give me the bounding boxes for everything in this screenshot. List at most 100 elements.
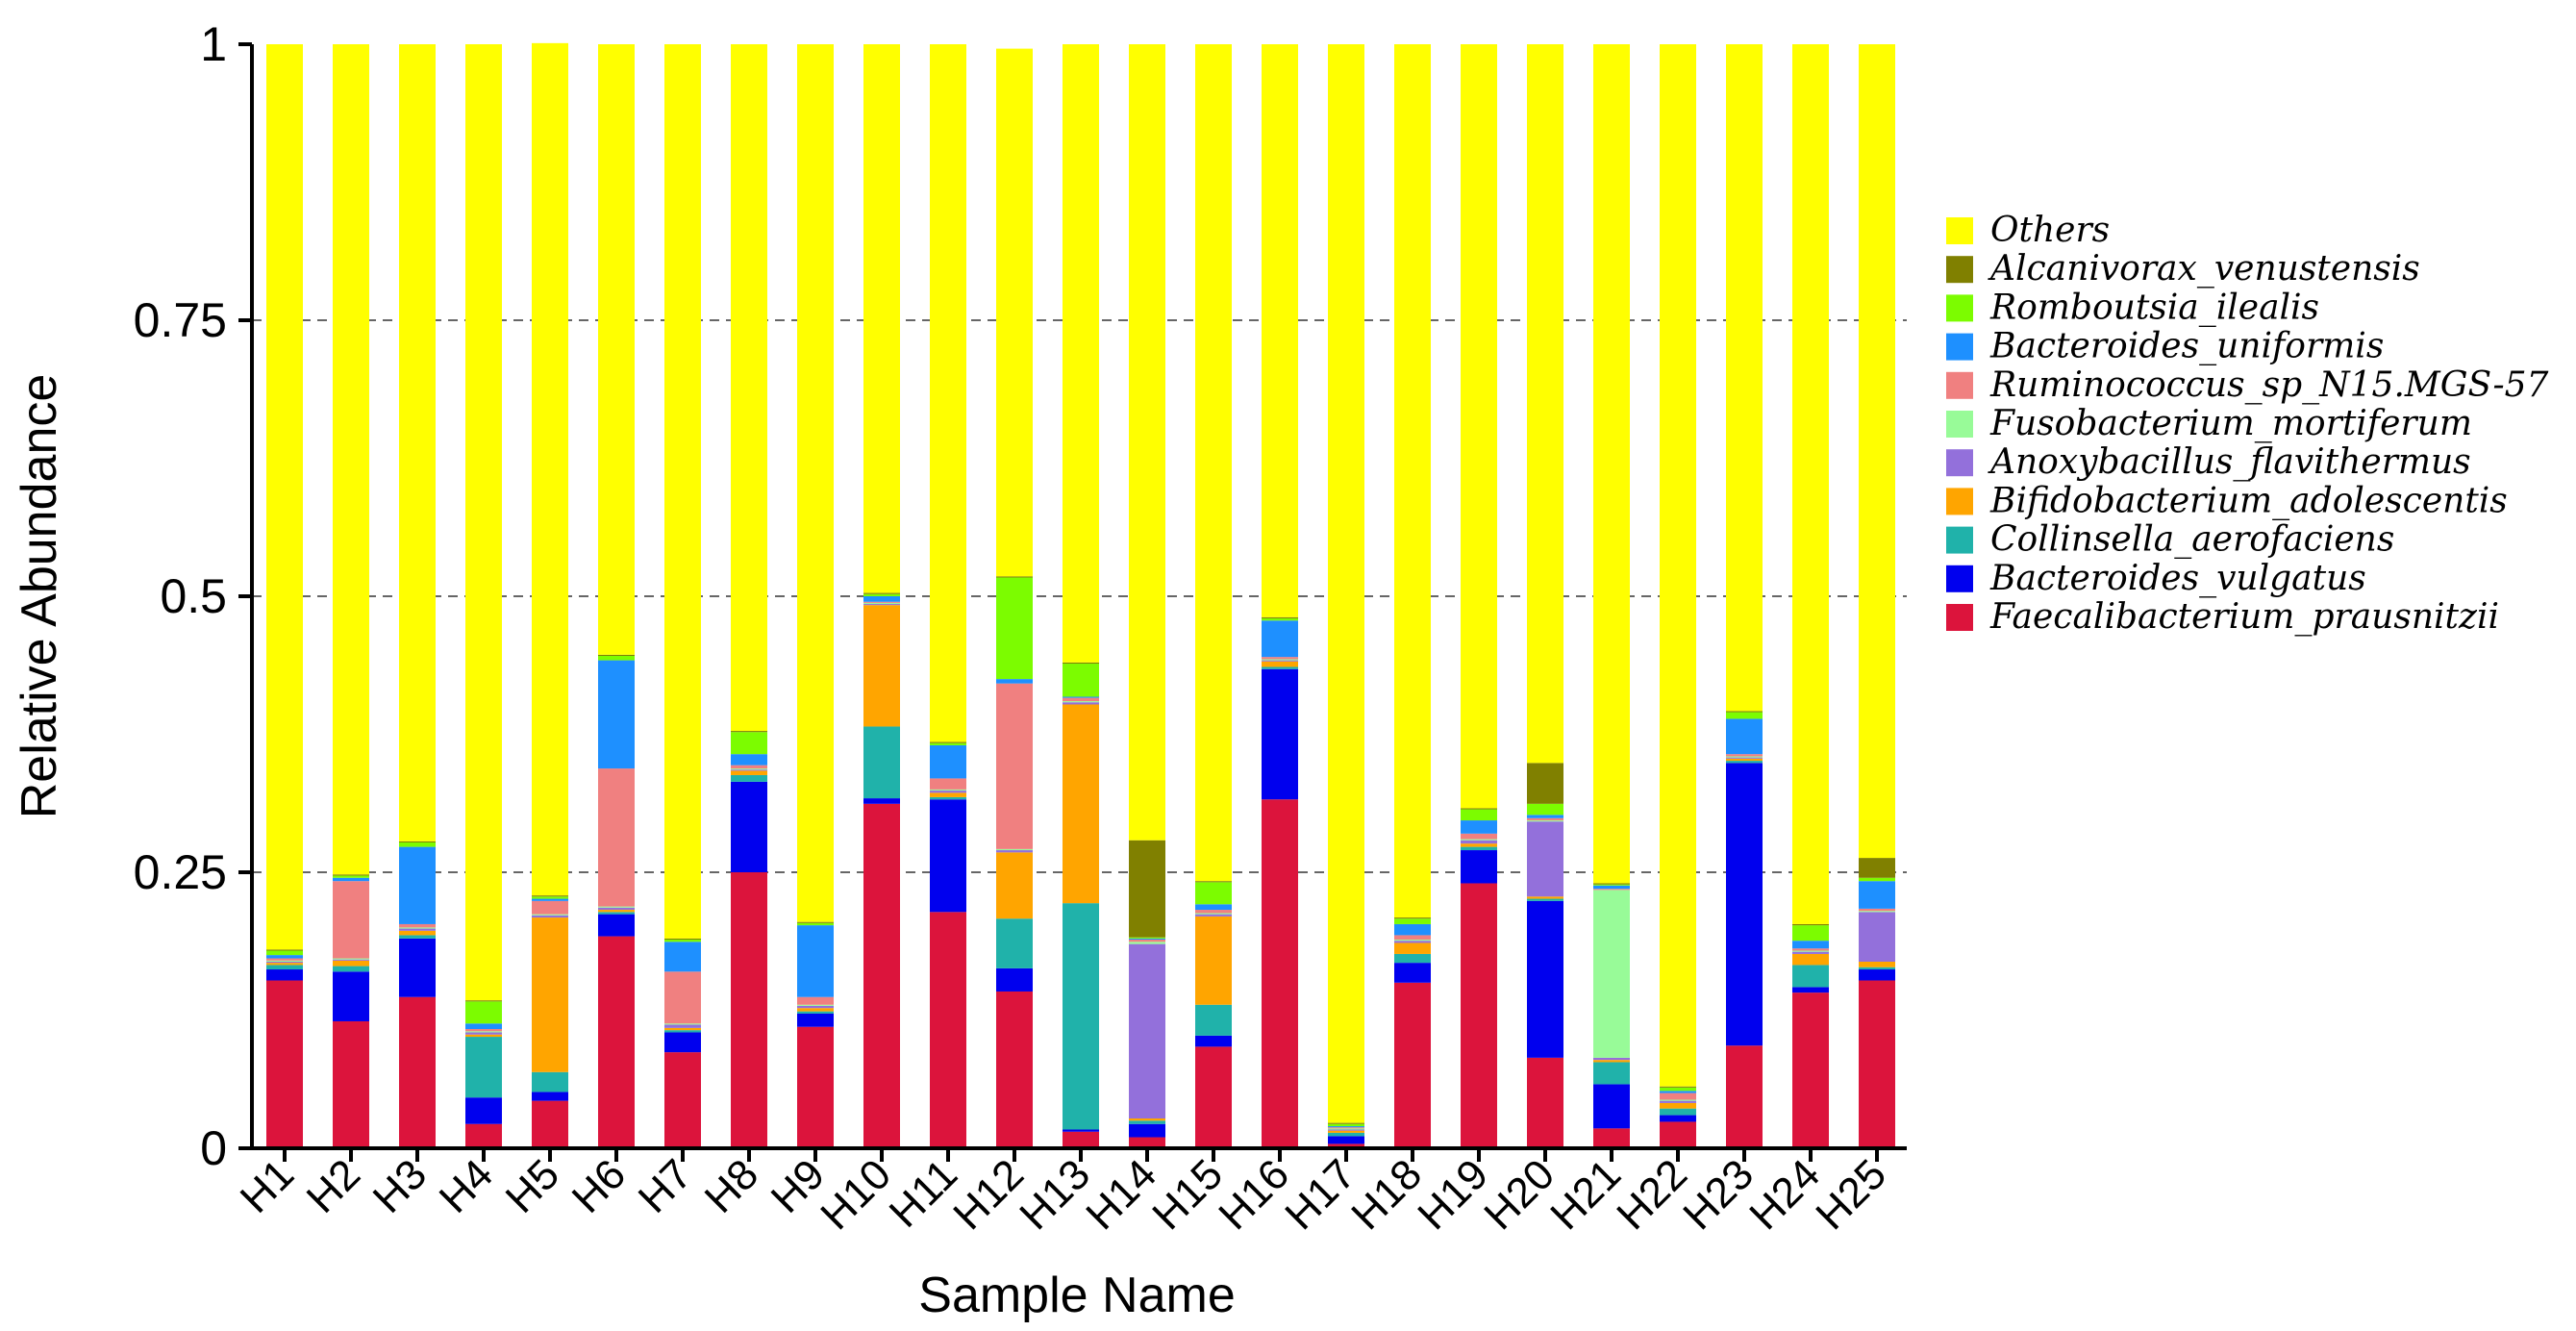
bar-segment <box>1461 44 1497 809</box>
bar-segment <box>1593 1057 1630 1061</box>
bar-segment <box>1792 992 1829 1148</box>
bar-segment <box>1792 948 1829 951</box>
bar-segment <box>1195 1046 1232 1148</box>
bar-segment <box>664 942 701 972</box>
bar-segment <box>930 744 966 779</box>
bars <box>266 42 1895 1148</box>
bar-segment <box>598 768 635 907</box>
bar-segment <box>996 991 1033 1148</box>
bar-segment <box>1859 877 1895 882</box>
bar-segment <box>1859 980 1895 1148</box>
bar-segment <box>333 44 369 875</box>
x-tick-label: H16 <box>1210 1150 1298 1239</box>
bar-segment <box>1129 943 1165 1119</box>
bar-segment <box>399 841 436 843</box>
y-axis-title: Relative Abundance <box>12 374 67 819</box>
bar-segment <box>1859 858 1895 878</box>
legend-swatch <box>1946 333 1973 361</box>
bar-segment <box>465 1000 502 1002</box>
bar-segment <box>399 846 436 924</box>
bar-segment <box>1394 44 1431 918</box>
bar-segment <box>1527 900 1563 1058</box>
bar-segment <box>996 48 1033 577</box>
bar-segment <box>532 898 568 901</box>
bar-segment <box>1461 809 1497 821</box>
bar-segment <box>1859 44 1895 859</box>
legend-item: Others <box>1946 211 2110 250</box>
bar-segment <box>996 679 1033 684</box>
bar-segment <box>1660 1115 1696 1122</box>
bar-segment <box>664 1027 701 1031</box>
bar-segment <box>1328 1127 1364 1129</box>
bar-stack-H25 <box>1859 44 1895 1148</box>
y-tick-label: 0 <box>200 1121 227 1175</box>
bar-segment <box>465 1023 502 1030</box>
bar-segment <box>1063 664 1099 697</box>
bar-segment <box>465 1032 502 1035</box>
bar-segment <box>1063 701 1099 703</box>
bar-segment <box>1527 44 1563 764</box>
bar-segment <box>731 781 767 872</box>
x-axis-title: Sample Name <box>918 1268 1235 1323</box>
bar-segment <box>930 799 966 913</box>
bar-segment <box>598 660 635 769</box>
bar-segment <box>266 960 303 962</box>
bar-segment <box>532 1092 568 1101</box>
bar-segment <box>1726 754 1763 757</box>
x-tick-label: H4 <box>431 1150 502 1221</box>
bar-stack-H22 <box>1660 44 1696 1148</box>
bar-stack-H6 <box>598 44 635 1148</box>
x-tick-label: H1 <box>232 1150 303 1221</box>
bar-segment <box>1394 917 1431 919</box>
legend-swatch <box>1946 411 1973 438</box>
legend-item: Alcanivorax_venustensis <box>1946 249 2420 289</box>
bar-segment <box>1859 881 1895 909</box>
bar-segment <box>1328 1132 1364 1137</box>
bar-segment <box>1461 843 1497 847</box>
bar-segment <box>1129 44 1165 841</box>
bar-segment <box>266 958 303 961</box>
bar-segment <box>797 1013 834 1027</box>
legend-swatch <box>1946 449 1973 477</box>
x-tick-label: H22 <box>1608 1150 1696 1239</box>
x-tick-label: H20 <box>1475 1150 1563 1239</box>
bar-segment <box>1195 913 1232 915</box>
x-tick-label: H14 <box>1077 1150 1165 1239</box>
bar-segment <box>1859 961 1895 967</box>
bar-segment <box>797 1026 834 1148</box>
bar-segment <box>399 928 436 931</box>
legend-item: Bacteroides_vulgatus <box>1946 559 2366 598</box>
bar-segment <box>399 930 436 936</box>
bar-segment <box>399 923 436 928</box>
legend-label: Bacteroides_vulgatus <box>1989 559 2366 598</box>
bar-stack-H12 <box>996 48 1033 1148</box>
bar-segment <box>863 601 900 603</box>
legend-item: Bacteroides_uniformis <box>1946 327 2384 366</box>
bar-segment <box>1129 1137 1165 1148</box>
bar-segment <box>1394 953 1431 964</box>
bar-segment <box>1792 925 1829 942</box>
legend-label: Bifidobacterium_adolescentis <box>1989 481 2508 520</box>
bar-stack-H11 <box>930 44 966 1148</box>
legend-item: Anoxybacillus_flavithermus <box>1946 442 2471 482</box>
bar-segment <box>1859 912 1895 962</box>
bar-segment <box>598 44 635 655</box>
bar-segment <box>1527 815 1563 818</box>
bar-segment <box>266 950 303 956</box>
bar-segment <box>930 789 966 791</box>
bar-segment <box>1328 1143 1364 1148</box>
bar-segment <box>731 731 767 733</box>
bar-segment <box>1262 44 1298 617</box>
bar-segment <box>1394 963 1431 983</box>
y-tick-label: 1 <box>200 17 227 71</box>
x-tick-label: H6 <box>563 1150 635 1221</box>
bar-segment <box>863 605 900 727</box>
bar-segment <box>1328 1128 1364 1130</box>
legend-label: Romboutsia_ilealis <box>1989 288 2319 327</box>
bar-segment <box>797 1004 834 1006</box>
bar-segment <box>1262 657 1298 660</box>
bar-segment <box>1129 942 1165 944</box>
bar-segment <box>863 592 900 594</box>
bar-segment <box>1593 44 1630 884</box>
bar-segment <box>1859 911 1895 913</box>
